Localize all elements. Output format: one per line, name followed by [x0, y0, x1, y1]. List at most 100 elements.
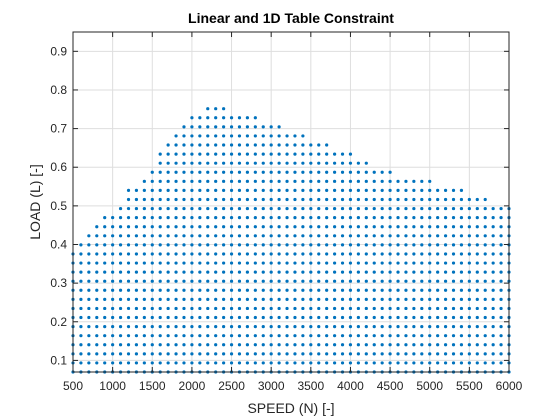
y-tick-label: 0.4	[50, 238, 67, 252]
data-point	[237, 315, 242, 320]
data-point	[412, 188, 416, 193]
data-point	[356, 288, 360, 292]
data-point	[111, 343, 115, 347]
data-point	[467, 352, 471, 356]
data-point	[428, 279, 432, 283]
data-point	[134, 216, 139, 220]
data-point	[190, 188, 194, 193]
data-point	[483, 334, 487, 338]
data-point	[214, 306, 218, 311]
data-point	[261, 252, 265, 256]
data-point	[253, 216, 257, 220]
data-point	[301, 143, 305, 147]
data-point	[364, 170, 368, 174]
data-point	[245, 343, 249, 347]
data-point	[158, 334, 162, 338]
data-point	[293, 297, 297, 301]
data-point	[190, 297, 194, 301]
data-point	[182, 179, 186, 183]
data-point	[317, 197, 321, 202]
data-point	[253, 116, 257, 120]
data-point	[309, 343, 313, 347]
data-point	[166, 315, 170, 320]
data-point	[309, 152, 313, 156]
data-point	[309, 334, 313, 338]
data-point	[190, 325, 194, 329]
data-point	[443, 325, 448, 329]
data-point	[309, 297, 313, 301]
data-point	[301, 352, 305, 356]
data-point	[459, 216, 464, 220]
data-point	[142, 315, 146, 320]
data-point	[364, 270, 368, 274]
data-point	[317, 170, 321, 174]
data-point	[483, 297, 487, 301]
data-point	[237, 325, 242, 329]
data-point	[317, 243, 321, 247]
data-point	[261, 334, 265, 338]
data-point	[475, 315, 479, 320]
data-point	[150, 243, 154, 247]
data-point	[229, 261, 234, 265]
data-point	[348, 261, 353, 265]
data-point	[404, 288, 408, 292]
data-point	[364, 161, 368, 165]
data-point	[285, 134, 289, 138]
data-point	[348, 315, 353, 320]
data-point	[293, 152, 297, 156]
data-point	[261, 352, 265, 356]
data-point	[222, 343, 226, 347]
data-point	[269, 152, 273, 156]
data-point	[467, 216, 471, 220]
data-point	[111, 288, 115, 292]
data-point	[404, 261, 408, 265]
data-point	[317, 270, 321, 274]
data-point	[126, 197, 131, 202]
data-point	[428, 225, 432, 229]
data-point	[277, 334, 281, 338]
data-point	[309, 325, 313, 329]
data-point	[206, 206, 210, 211]
data-point	[475, 270, 479, 274]
y-axis-label: LOAD (L) [-]	[27, 164, 43, 239]
data-point	[340, 161, 345, 165]
data-point	[269, 261, 273, 265]
data-point	[269, 270, 273, 274]
data-point	[388, 243, 392, 247]
data-point	[340, 334, 345, 338]
data-point	[182, 252, 186, 256]
data-point	[420, 279, 424, 283]
data-point	[111, 297, 115, 301]
data-point	[206, 216, 210, 220]
data-point	[261, 306, 265, 311]
data-point	[237, 270, 242, 274]
data-point	[348, 243, 353, 247]
data-point	[412, 225, 416, 229]
data-point	[269, 179, 273, 183]
data-point	[237, 234, 242, 238]
data-point	[245, 188, 249, 193]
data-point	[174, 288, 178, 292]
data-point	[436, 315, 440, 320]
data-point	[253, 197, 257, 202]
data-point	[111, 306, 115, 311]
data-point	[301, 216, 305, 220]
data-point	[95, 225, 99, 229]
data-point	[229, 116, 234, 120]
data-point	[428, 352, 432, 356]
data-point	[214, 225, 218, 229]
data-point	[206, 270, 210, 274]
data-point	[237, 170, 242, 174]
data-point	[261, 261, 265, 265]
data-point	[229, 225, 234, 229]
data-point	[317, 161, 321, 165]
data-point	[79, 252, 83, 256]
data-point	[190, 334, 194, 338]
data-point	[396, 325, 400, 329]
data-point	[79, 315, 83, 320]
data-point	[420, 225, 424, 229]
data-point	[301, 134, 305, 138]
data-point	[182, 343, 186, 347]
data-point	[348, 252, 353, 256]
data-point	[134, 288, 139, 292]
